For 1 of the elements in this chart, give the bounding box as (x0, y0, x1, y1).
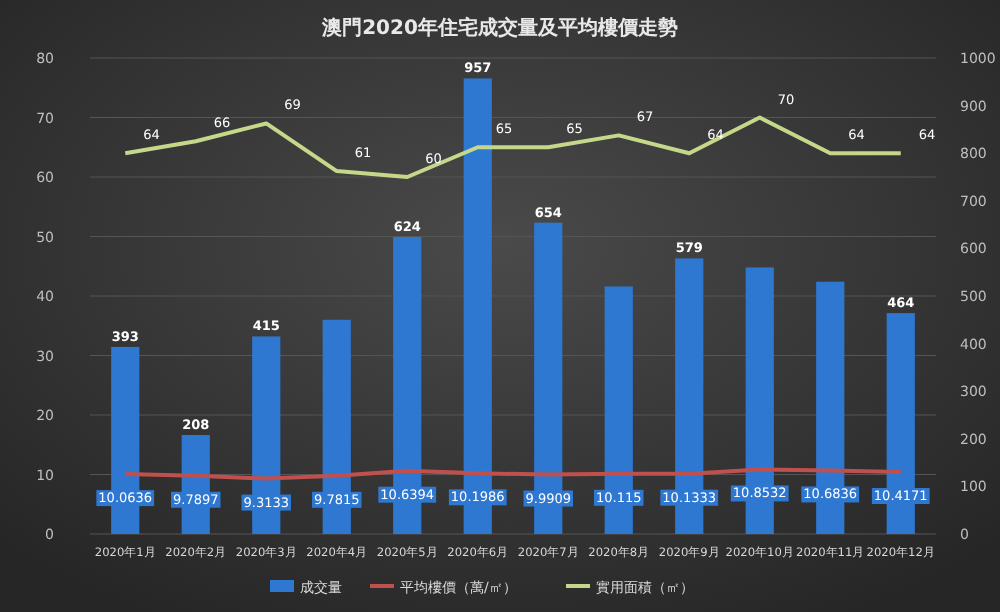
chart-title: 澳門2020年住宅成交量及平均樓價走勢 (320, 16, 678, 40)
